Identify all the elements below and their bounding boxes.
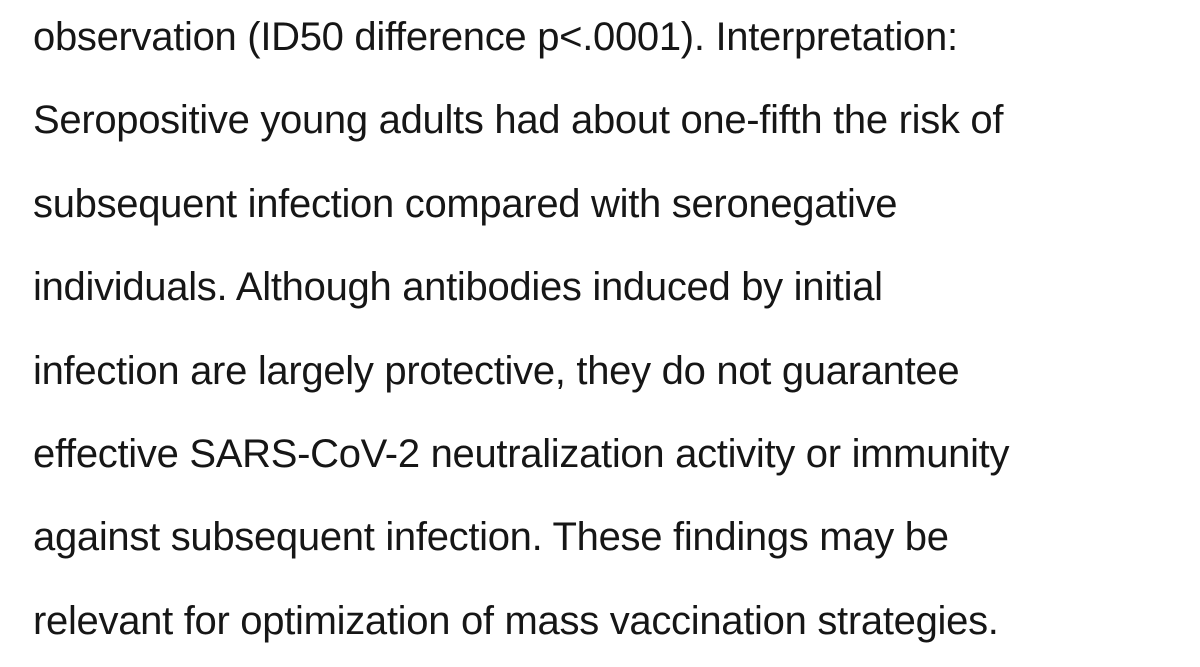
text-line: effective SARS-CoV-2 neutralization acti… [33,431,1010,476]
text-line: infection are largely protective, they d… [33,348,960,393]
text-line: individuals. Although antibodies induced… [33,265,883,310]
abstract-text: observation (ID50 difference p<.0001). I… [33,0,1193,667]
text-line: observation (ID50 difference p<.0001). I… [33,15,958,59]
text-line: relevant for optimization of mass vaccin… [33,598,999,643]
text-line: subsequent infection compared with seron… [33,181,898,226]
text-line: Seropositive young adults had about one-… [33,98,1004,143]
text-line: against subsequent infection. These find… [33,515,949,560]
